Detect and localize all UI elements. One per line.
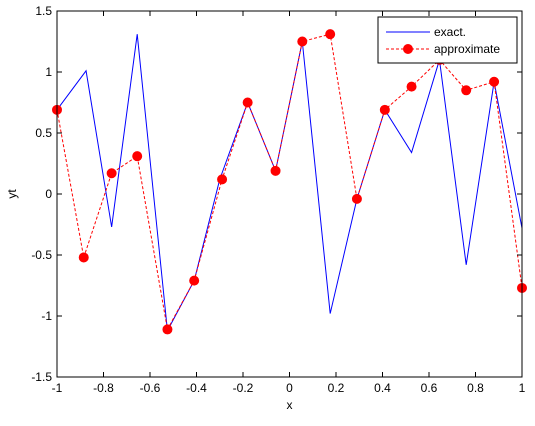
- x-tick-label: 1: [519, 381, 526, 395]
- axes-layer: -1 -0.8 -0.6 -0.4 -0.2 0 0.2 0.4 0.6 0.8 1-1.5-1-0…: [31, 4, 525, 395]
- series-layer: [52, 29, 527, 335]
- legend-label: approximate: [434, 42, 500, 56]
- legend-entry-approximate: approximate: [386, 42, 500, 56]
- plot-area: [57, 11, 522, 377]
- legend-entry-exact: exact.: [386, 25, 466, 39]
- y-tick-label: 1: [45, 65, 52, 79]
- data-point: [351, 193, 362, 204]
- y-tick-label: 0: [45, 187, 52, 201]
- data-point: [106, 168, 117, 179]
- data-point: [189, 275, 200, 286]
- series-approximate: [52, 29, 527, 335]
- x-tick-label: 0: [286, 381, 293, 395]
- y-tick-label: 0.5: [35, 126, 52, 140]
- data-point: [132, 151, 143, 162]
- legend-box: [377, 16, 518, 64]
- data-point: [489, 76, 500, 87]
- legend-marker-swatch: [403, 44, 413, 54]
- data-point: [379, 104, 390, 115]
- data-point: [270, 165, 281, 176]
- x-tick-label: -1: [52, 381, 63, 395]
- y-tick-label: -0.5: [31, 248, 52, 262]
- legend-label: exact.: [434, 25, 466, 39]
- data-point: [217, 174, 228, 185]
- y-tick-label: 1.5: [35, 4, 52, 18]
- y-tick-label: -1: [41, 309, 52, 323]
- x-tick-label: 0.4: [374, 381, 391, 395]
- x-tick-label: -0.6: [140, 381, 161, 395]
- x-tick-label: 0.6: [421, 381, 438, 395]
- data-point: [78, 252, 89, 263]
- data-point: [325, 29, 336, 40]
- y-axis-label: yt: [5, 189, 19, 199]
- plot-background: [57, 11, 522, 377]
- data-point: [406, 81, 417, 92]
- x-axis-label: x: [287, 398, 293, 412]
- legend: exact. approximate: [377, 16, 518, 64]
- y-tick-label: -1.5: [31, 370, 52, 384]
- data-point: [162, 324, 173, 335]
- data-point: [461, 85, 472, 96]
- x-tick-label: 0.2: [328, 381, 345, 395]
- x-tick-label: -0.8: [93, 381, 114, 395]
- x-tick-label: 0.8: [467, 381, 484, 395]
- data-point: [242, 97, 253, 108]
- x-tick-label: -0.2: [233, 381, 254, 395]
- data-point: [297, 36, 308, 47]
- x-tick-label: -0.4: [186, 381, 207, 395]
- series-line-1: [56, 33, 523, 331]
